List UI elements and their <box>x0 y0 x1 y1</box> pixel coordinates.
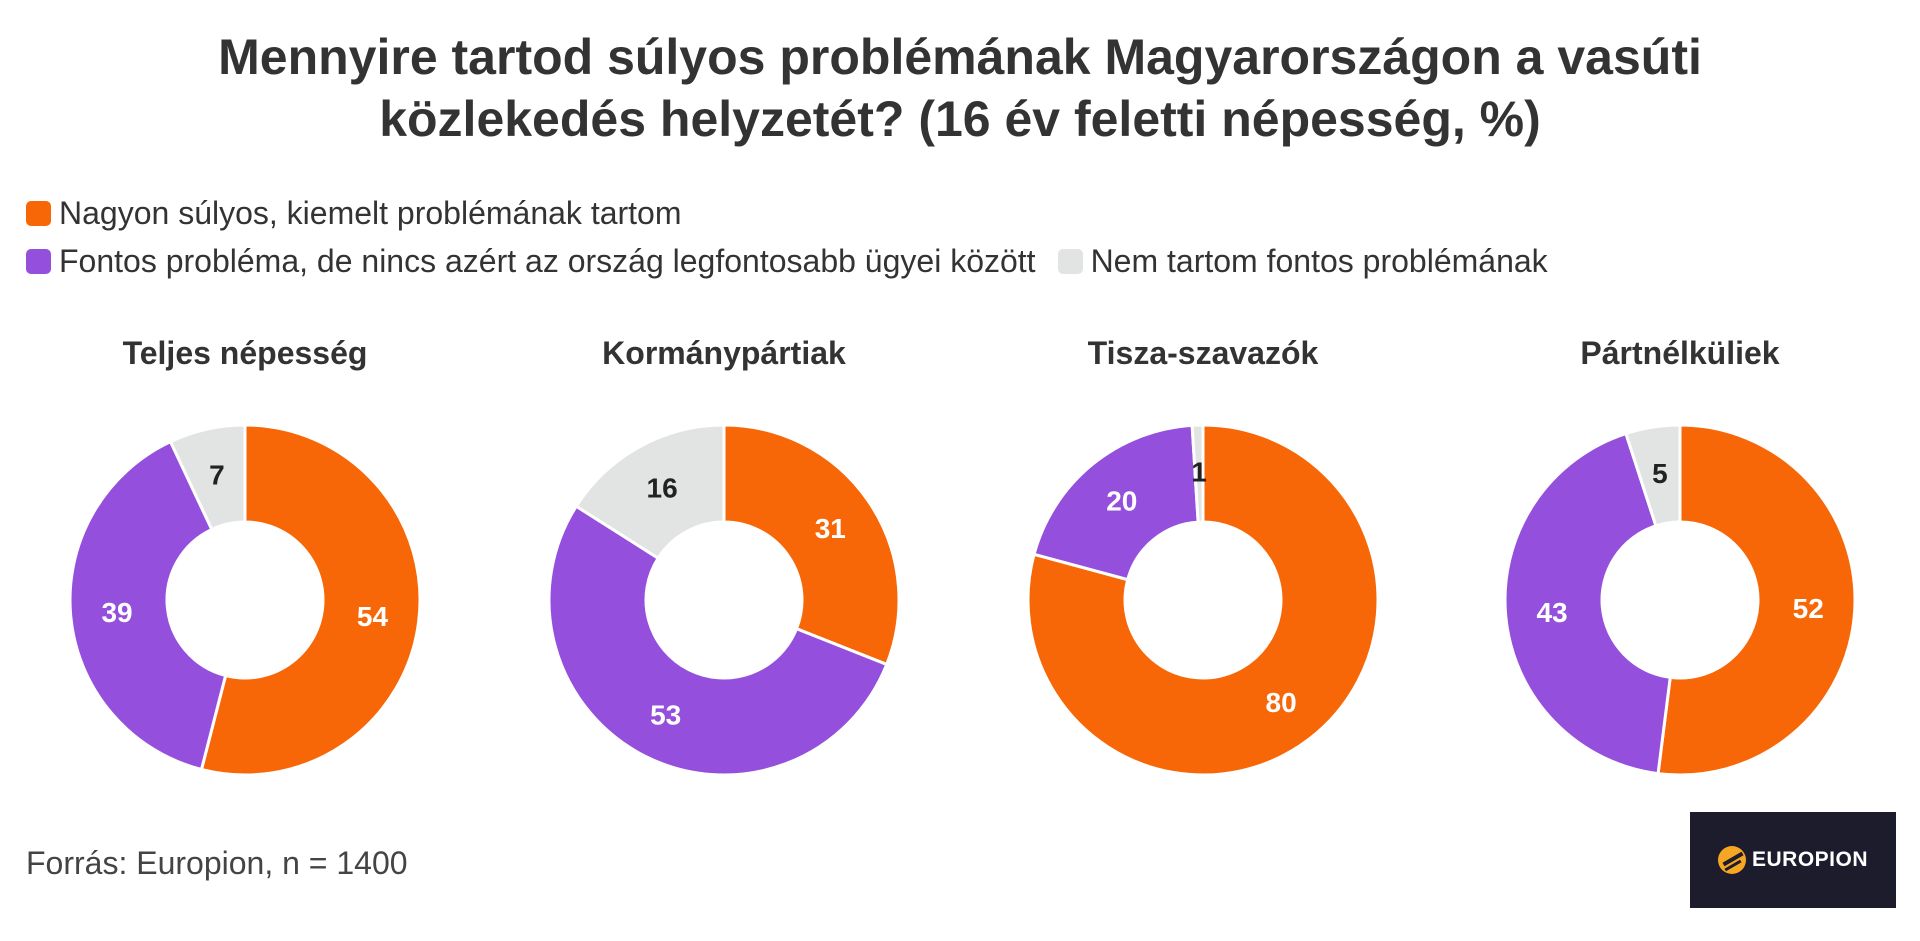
legend: Nagyon súlyos, kiemelt problémának tarto… <box>26 190 1570 286</box>
chart-1-title: Teljes népesség <box>123 335 368 371</box>
chart-3-label-important: 20 <box>1106 485 1137 516</box>
chart-2-label-not-important: 16 <box>647 472 678 503</box>
chart-4-label-not-important: 5 <box>1652 458 1668 489</box>
chart-1-slice-very-serious <box>199 423 422 777</box>
chart-3-label-very-serious: 80 <box>1266 687 1297 718</box>
source-note: Forrás: Europion, n = 1400 <box>26 845 408 881</box>
chart-2-title: Kormánypártiak <box>602 335 846 371</box>
chart-4-label-important: 43 <box>1536 597 1567 628</box>
legend-item-not-important: Nem tartom fontos problémának <box>1057 242 1548 280</box>
chart-2-slice-important <box>547 504 889 777</box>
chart-2-slice-not-important <box>574 423 726 561</box>
legend-swatch-very-serious <box>26 200 51 226</box>
chart-3-slice-important <box>1032 423 1200 582</box>
legend-swatch-important <box>26 248 51 274</box>
chart-3-title: Tisza-szavazók <box>1088 335 1319 371</box>
chart-4-slice-very-serious <box>1656 423 1857 777</box>
chart-1-label-important: 39 <box>101 597 132 628</box>
legend-label-important: Fontos probléma, de nincs azért az orszá… <box>59 242 1036 279</box>
legend-label-very-serious: Nagyon súlyos, kiemelt problémának tarto… <box>59 194 682 231</box>
chart-4-slice-important <box>1503 431 1672 776</box>
legend-label-not-important: Nem tartom fontos problémának <box>1090 242 1548 279</box>
chart-4-label-very-serious: 52 <box>1793 593 1824 624</box>
legend-row-1: Nagyon súlyos, kiemelt problémának tarto… <box>26 190 1570 236</box>
chart-title: Mennyire tartod súlyos problémának Magya… <box>0 26 1920 150</box>
chart-3-slice-very-serious <box>1026 423 1380 777</box>
chart-4-title: Pártnélküliek <box>1580 335 1779 371</box>
logo-name: EUROPION <box>1751 847 1868 871</box>
europion-logo: EUROPION <box>1690 812 1896 908</box>
chart-2-label-important: 53 <box>650 699 681 730</box>
legend-item-important: Fontos probléma, de nincs azért az orszá… <box>26 243 1036 280</box>
title-line-1: Mennyire tartod súlyos problémának Magya… <box>218 29 1702 85</box>
chart-1-slice-not-important <box>168 423 247 532</box>
chart-3-label-not-important: 1 <box>1191 457 1207 488</box>
chart-3-slice-not-important <box>1190 423 1205 524</box>
europion-logo-icon <box>1717 845 1746 874</box>
legend-item-very-serious: Nagyon súlyos, kiemelt problémának tarto… <box>26 195 682 232</box>
chart-2-label-very-serious: 31 <box>815 513 846 544</box>
chart-2-slice-very-serious <box>722 423 901 667</box>
donut-charts: Teljes népesség 54 39 7 Kormánypártiak 31 53 16… <box>68 335 1857 777</box>
chart-4-slice-not-important <box>1624 423 1682 528</box>
legend-row-2: Fontos probléma, de nincs azért az orszá… <box>26 238 1570 284</box>
legend-swatch-not-important <box>1057 248 1083 274</box>
chart-1-slice-important <box>68 439 228 772</box>
title-line-2: közlekedés helyzetét? (16 év feletti nép… <box>379 91 1541 147</box>
chart-1-label-very-serious: 54 <box>357 601 389 632</box>
chart-1-label-not-important: 7 <box>209 460 225 491</box>
